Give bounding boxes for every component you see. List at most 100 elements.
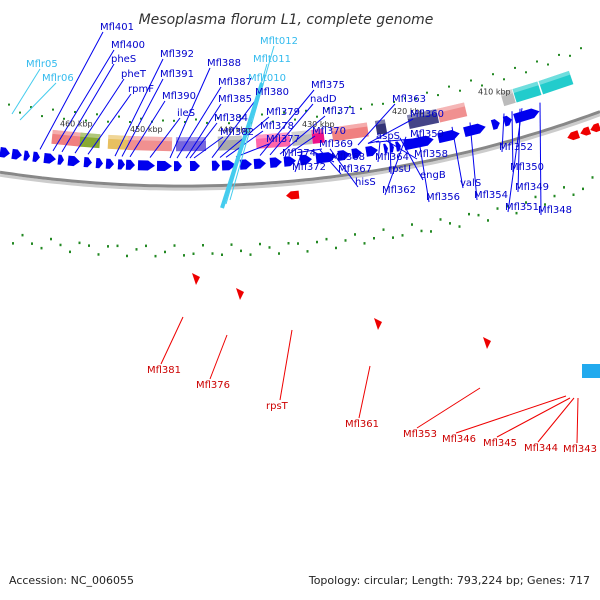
gc-skew-dot (338, 112, 340, 115)
gc-skew-dot (426, 91, 428, 94)
gc-skew-dot (8, 103, 10, 106)
forward-label-leader (193, 136, 224, 159)
forward-gene-label: Mfl359 (410, 129, 444, 140)
forward-gene-shape (189, 161, 200, 172)
gc-content-dot (192, 252, 195, 255)
forward-gene-label: Mfl382 (220, 127, 254, 138)
forward-gene-arrow (437, 130, 460, 144)
gc-content-dot (363, 242, 366, 245)
forward-gene-label: pheT (121, 69, 147, 80)
forward-label-leader (451, 126, 464, 189)
forward-gene-shape (253, 158, 266, 169)
gc-skew-dot (382, 102, 384, 105)
gc-content-dot (544, 203, 546, 206)
reverse-gene-marker (192, 273, 200, 285)
forward-label-leader (269, 103, 314, 156)
trna-gene-label: Mflr05 (26, 59, 58, 70)
gc-skew-dot (74, 111, 76, 113)
scale-tick-label: 450 kbp (130, 125, 163, 134)
gc-content-dot (553, 194, 556, 198)
gc-skew-dot (536, 60, 538, 63)
gc-content-dot (259, 242, 261, 246)
trna-gene-label: Mflt012 (260, 36, 298, 47)
forward-label-leader (399, 137, 424, 181)
forward-gene-arrow (173, 161, 182, 172)
gc-content-dot (135, 248, 138, 251)
gc-content-dot (78, 241, 81, 245)
accession-text: Accession: NC_006055 (9, 574, 135, 587)
forward-gene-arrow (269, 157, 282, 168)
forward-label-leader (375, 138, 414, 143)
gc-content-dot (468, 212, 470, 216)
feature-box-fill (127, 135, 173, 152)
forward-gene-arrow (23, 150, 30, 161)
forward-gene-label: Mfl391 (160, 69, 194, 80)
forward-label-leader (469, 122, 478, 201)
forward-label-leader (52, 49, 115, 152)
feature-box (406, 109, 440, 129)
forward-gene-shape (125, 159, 135, 170)
gc-content-dot (145, 244, 147, 248)
trna-gene-label: Mflt011 (253, 54, 291, 65)
gc-skew-dot (52, 108, 54, 111)
reverse-gene-shape (580, 126, 592, 136)
gc-content-dot (458, 225, 461, 228)
forward-gene-arrow (299, 154, 312, 166)
forward-gene-label: Mfl380 (255, 87, 289, 98)
feature-box-fill (217, 135, 243, 151)
gc-content-dot (439, 218, 442, 221)
forward-gene-arrow (105, 158, 114, 169)
reverse-gene-marker (483, 337, 491, 349)
forward-gene-label: Mfl369 (319, 139, 353, 150)
gc-skew-dot (162, 119, 164, 122)
scale-tick-label: 440 kbp (218, 126, 251, 135)
gc-skew-dot (327, 107, 329, 110)
forward-label-leader (539, 102, 542, 216)
gc-skew-dot (547, 63, 549, 66)
gc-skew-dot (305, 109, 307, 112)
forward-gene-label: Mfl377 (266, 134, 300, 145)
gc-content-dot (88, 244, 90, 247)
forward-gene-shape (395, 141, 401, 152)
forward-gene-shape (513, 108, 540, 124)
forward-gene-shape (269, 157, 282, 168)
feature-box-highlight (175, 136, 206, 142)
reverse-label-leader (358, 365, 371, 419)
forward-label-leader (149, 117, 181, 158)
forward-gene-label: hisS (355, 177, 376, 188)
gc-content-dot (306, 250, 309, 253)
forward-gene-label: Mfl348 (538, 205, 572, 216)
feature-box (331, 122, 369, 142)
gc-content-dot (430, 230, 432, 233)
scale-tick-label: 410 kbp (478, 88, 511, 97)
gc-skew-dot (195, 118, 197, 121)
gc-skew-dot (503, 78, 505, 81)
forward-gene-label: Mfl370 (312, 126, 346, 137)
topology-summary: Topology: circular; Length: 793,224 bp; … (308, 574, 590, 587)
gc-content-dot (591, 176, 594, 179)
gc-content-dot (12, 242, 14, 245)
gc-content-dot (249, 253, 252, 256)
gc-content-dot (525, 201, 527, 204)
gc-content-dot (278, 252, 280, 255)
forward-gene-arrow (117, 159, 125, 170)
gc-content-dot (107, 245, 109, 248)
forward-gene-label: Mfl364 (375, 152, 409, 163)
forward-gene-label: Mfl385 (218, 94, 252, 105)
trna-gene-label: Mflt010 (248, 73, 286, 84)
feature-box-highlight (128, 135, 173, 142)
forward-label-leader (319, 149, 342, 175)
reverse-gene-shape (590, 122, 600, 133)
feature-box-highlight (500, 89, 513, 97)
gc-content-dot (183, 254, 185, 257)
forward-gene-label: pheS (111, 54, 136, 65)
forward-label-leader (329, 148, 359, 188)
gc-content-dot (582, 187, 584, 191)
gc-skew-dot (30, 106, 32, 109)
reverse-label-leader (576, 397, 579, 444)
gc-skew-dot (448, 85, 450, 88)
reverse-gene-marker (374, 318, 382, 330)
forward-gene-shape (437, 130, 460, 144)
forward-gene-label: Mfl356 (426, 192, 460, 203)
forward-gene-shape (57, 154, 64, 165)
